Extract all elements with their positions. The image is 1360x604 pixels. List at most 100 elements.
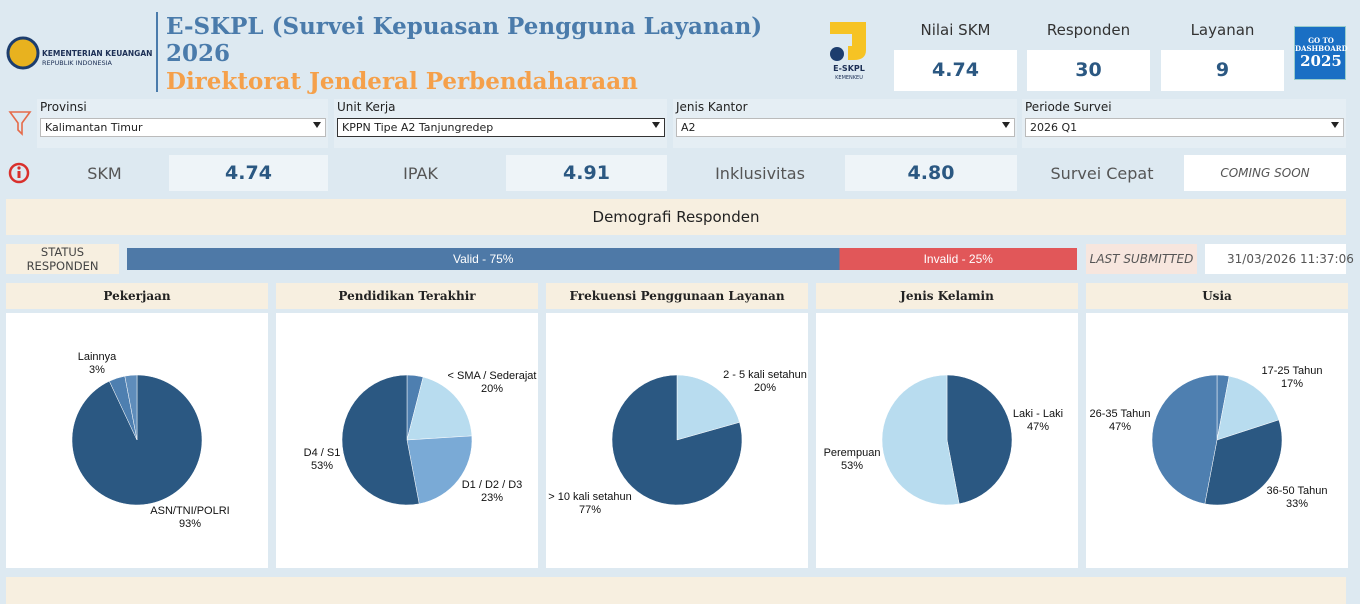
slice-label: D4 / S1 bbox=[304, 447, 341, 459]
button-text: DASHBOARD bbox=[1295, 44, 1348, 53]
kpi-value: 4.74 bbox=[932, 59, 979, 81]
panel-header bbox=[546, 283, 808, 309]
panel-title: Frekuensi Penggunaan Layanan bbox=[569, 289, 785, 303]
filter-select[interactable]: KPPN Tipe A2 Tanjungredep bbox=[337, 118, 665, 137]
logo-text: E-SKPL bbox=[833, 64, 865, 73]
title: E-SKPL (Survei Kepuasan Pengguna Layanan… bbox=[166, 13, 763, 40]
score-value: 4.91 bbox=[563, 162, 610, 184]
info-ring bbox=[8, 162, 30, 184]
dropdown-arrow bbox=[1331, 122, 1339, 128]
slice-value: 53% bbox=[841, 460, 863, 472]
pie-slice bbox=[881, 374, 960, 506]
ministry-logo bbox=[6, 36, 40, 70]
last-label: LAST SUBMITTED bbox=[1089, 252, 1194, 266]
last-value-box: 31/03/2026 11:37:06 bbox=[1205, 244, 1354, 274]
panel-title: Usia bbox=[1202, 289, 1232, 303]
pie-slice bbox=[1151, 374, 1218, 505]
kpi-box: 9 bbox=[1161, 50, 1284, 91]
filter-label: Periode Survei bbox=[1025, 100, 1112, 114]
info-bar bbox=[17, 171, 21, 178]
dashboard-button[interactable]: GO TO DASHBOARD 2025 bbox=[1294, 26, 1348, 80]
panel-header bbox=[1086, 283, 1348, 309]
slice-value: 77% bbox=[579, 504, 601, 516]
slice-value: 23% bbox=[481, 492, 503, 504]
pie-slice bbox=[406, 435, 473, 505]
title-year: 2026 bbox=[166, 40, 231, 67]
slice-value: 47% bbox=[1109, 421, 1131, 433]
button-text: 2025 bbox=[1300, 52, 1342, 70]
panel-header bbox=[276, 283, 538, 309]
kpi-box: 30 bbox=[1027, 50, 1150, 91]
slice-label: Laki - Laki bbox=[1013, 408, 1063, 420]
pie-slice bbox=[1216, 375, 1280, 441]
filter-select[interactable]: 2026 Q1 bbox=[1025, 118, 1344, 137]
bottom-section bbox=[6, 577, 1346, 604]
button-text: GO TO bbox=[1308, 36, 1334, 45]
dropdown-arrow bbox=[313, 122, 321, 128]
org-sub: REPUBLIK INDONESIA bbox=[42, 59, 112, 67]
pie-slice bbox=[124, 374, 138, 441]
logo-emblem bbox=[6, 36, 40, 70]
section-header bbox=[6, 199, 1346, 235]
logo-sub: KEMENKEU bbox=[835, 75, 863, 81]
status-label: STATUS RESPONDEN bbox=[26, 245, 99, 273]
score-label: Survei Cepat bbox=[1050, 164, 1154, 183]
funnel bbox=[8, 111, 32, 136]
slice-label: < SMA / Sederajat bbox=[448, 370, 537, 382]
pie-slice bbox=[406, 376, 473, 441]
kpi-label: Responden bbox=[1046, 21, 1131, 39]
filter-value: Kalimantan Timur bbox=[45, 121, 143, 134]
slice-value: 17% bbox=[1281, 378, 1303, 390]
score-label: SKM bbox=[87, 164, 122, 183]
divider bbox=[156, 12, 158, 92]
slice-value: 20% bbox=[754, 382, 776, 394]
status-bar: Valid - 75% Invalid - 25% bbox=[127, 248, 1077, 270]
eskpl-logo bbox=[830, 22, 866, 61]
org-name: KEMENTERIAN KEUANGAN bbox=[42, 49, 153, 58]
panel-header bbox=[816, 283, 1078, 309]
score-value: COMING SOON bbox=[1220, 166, 1310, 180]
slice-label: 2 - 5 kali setahun bbox=[723, 369, 807, 381]
dropdown-arrow bbox=[652, 122, 660, 128]
filter-value: A2 bbox=[681, 121, 696, 134]
filter-value: 2026 Q1 bbox=[1030, 121, 1078, 134]
slice-label: 17-25 Tahun bbox=[1262, 365, 1323, 377]
logo-shape bbox=[830, 22, 866, 60]
status-segment-label: Valid - 75% bbox=[453, 252, 514, 266]
filter-label: Jenis Kantor bbox=[676, 100, 748, 114]
slice-label: 26-35 Tahun bbox=[1090, 408, 1151, 420]
slice-label: Perempuan bbox=[824, 447, 881, 459]
score-box: 4.74 bbox=[169, 155, 328, 191]
kpi-value: 9 bbox=[1215, 59, 1230, 81]
kpi-label: Layanan bbox=[1190, 21, 1255, 39]
subtitle: Direktorat Jenderal Perbendaharaan bbox=[166, 68, 638, 95]
slice-value: 3% bbox=[89, 364, 105, 376]
logo-dot bbox=[830, 47, 844, 61]
filter-select[interactable]: Kalimantan Timur bbox=[40, 118, 326, 137]
dropdown-arrow bbox=[1002, 122, 1010, 128]
panel-title: Pendidikan Terakhir bbox=[338, 289, 476, 303]
filter-label: Unit Kerja bbox=[337, 100, 396, 114]
status-segment bbox=[839, 248, 1077, 270]
kpi-label: Nilai SKM bbox=[920, 21, 991, 39]
score-value: 4.80 bbox=[907, 162, 955, 184]
filter-panel: Unit Kerja KPPN Tipe A2 Tanjungredep bbox=[334, 99, 667, 148]
filter-icon bbox=[8, 111, 32, 136]
filter-panel: Jenis Kantor A2 bbox=[673, 99, 1017, 148]
pie-slice bbox=[611, 374, 743, 506]
filter-select[interactable]: A2 bbox=[676, 118, 1015, 137]
slice-label: > 10 kali setahun bbox=[548, 491, 631, 503]
filter-value: KPPN Tipe A2 Tanjungredep bbox=[342, 121, 494, 134]
status-segment-label: Invalid - 25% bbox=[924, 252, 994, 266]
score-box: COMING SOON bbox=[1184, 155, 1346, 191]
score-value: 4.74 bbox=[225, 162, 272, 184]
slice-label: D1 / D2 / D3 bbox=[462, 479, 523, 491]
slice-label: Lainnya bbox=[78, 351, 117, 363]
info-dot bbox=[17, 166, 21, 170]
status-segment bbox=[127, 248, 840, 270]
filter-panel: Provinsi Kalimantan Timur bbox=[37, 99, 328, 148]
